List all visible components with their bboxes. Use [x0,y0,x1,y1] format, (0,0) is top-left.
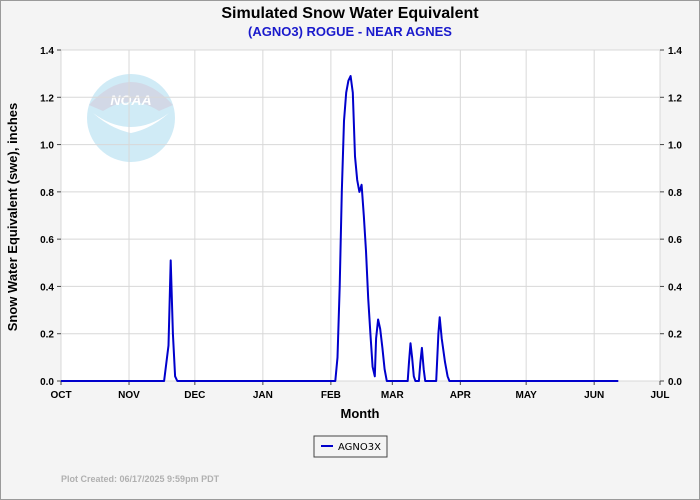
y-tick-label-right: 1.0 [668,141,682,152]
x-tick-label-jan: JAN [253,390,273,401]
legend: AGNO3X [313,435,388,458]
plot-area [60,49,661,382]
y-tick-label-right: 1.2 [668,93,682,104]
y-tick-label: 1.2 [40,93,54,104]
y-tick-label-right: 0.2 [668,330,682,341]
plot-created-footer: Plot Created: 06/17/2025 9:59pm PDT [61,474,220,484]
x-tick-label-mar: MAR [381,390,405,401]
chart-title: Simulated Snow Water Equivalent [221,5,479,22]
y-tick-label-right: 0.0 [668,377,682,388]
y-tick-label: 0.8 [40,188,54,199]
x-axis-label: Month [341,406,380,421]
x-tick-label-apr: APR [450,390,472,401]
y-tick-label: 0.4 [40,282,54,293]
y-tick-label-right: 0.8 [668,188,682,199]
grid-lines [60,49,661,382]
x-tick-label-may: MAY [516,390,538,401]
legend-box [313,435,388,458]
y-tick-label: 1.0 [40,141,54,152]
series-lines [61,75,619,382]
x-tick-label-jul: JUL [651,390,670,401]
y-tick-label: 0.6 [40,235,54,246]
x-tick-label-feb: FEB [321,390,341,401]
y-axis-label: Snow Water Equivalent (swe), inches [5,103,20,332]
logo-label: NOAA [110,92,151,108]
y-tick-label: 0.0 [40,377,54,388]
y-tick-label-right: 0.6 [668,235,682,246]
x-tick-label-dec: DEC [184,390,205,401]
x-tick-label-nov: NOV [118,390,140,401]
y-tick-label-right: 0.4 [668,282,682,293]
legend-label: AGNO3X [338,442,381,453]
x-tick-label-oct: OCT [50,390,71,401]
x-tick-label-jun: JUN [584,390,604,401]
y-tick-label: 1.4 [40,46,54,57]
noaa-logo: NOAA [87,74,175,162]
chart-subtitle: (AGNO3) ROGUE - NEAR AGNES [248,24,452,39]
axis-ticks: 0.0 0.0 0.2 0.2 0.4 0.4 0.6 0.6 0.8 0.8 1.0 1.0 1.2 1… [40,46,682,401]
series-line-agno3x [61,75,619,382]
y-tick-label: 0.2 [40,330,54,341]
y-tick-label-right: 1.4 [668,46,682,57]
